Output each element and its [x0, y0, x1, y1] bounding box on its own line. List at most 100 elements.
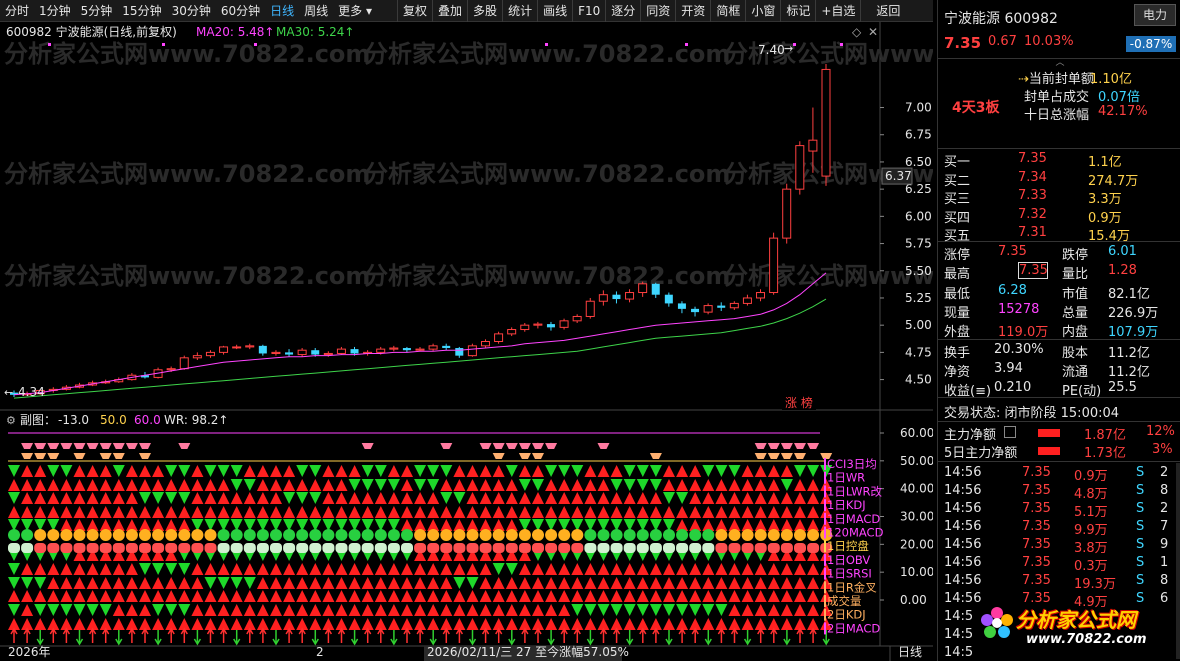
signal-up-triangle: [466, 492, 479, 504]
signal-up-triangle: [414, 577, 427, 589]
tab-period-5[interactable]: 60分钟: [220, 3, 261, 18]
candle-body: [625, 292, 635, 300]
date-info: 2026/02/11/三 27 至今涨幅57.05%: [427, 644, 629, 659]
toolbar-action-4[interactable]: 画线: [543, 3, 568, 18]
signal-up-triangle: [283, 465, 296, 477]
signal-up-triangle: [584, 618, 597, 630]
signal-down-triangle: [715, 604, 728, 616]
signal-up-triangle: [479, 519, 492, 531]
signal-up-triangle: [492, 590, 505, 602]
signal-up-triangle: [518, 590, 531, 602]
signal-up-triangle: [99, 506, 112, 518]
signal-up-triangle: [754, 492, 767, 504]
indicator-label: 1日LWR改: [827, 484, 883, 498]
bull-bear-pill: [597, 543, 610, 553]
sentiment-circle: [21, 529, 34, 541]
signal-up-triangle: [492, 577, 505, 589]
signal-up-triangle: [243, 506, 256, 518]
sentiment-circle: [204, 529, 217, 541]
candle-body: [533, 323, 543, 326]
signal-up-triangle: [453, 604, 466, 616]
signal-up-triangle: [374, 563, 387, 575]
kline-chart[interactable]: 600982 宁波能源(日线,前复权) MA20: 5.48↑ MA30: 5.24…: [0, 22, 1090, 661]
toolbar-action-12[interactable]: +自选: [821, 3, 856, 18]
diamond-signal: [807, 443, 820, 449]
signal-up-triangle: [256, 479, 269, 491]
signal-up-triangle: [401, 590, 413, 602]
sector-badge[interactable]: 电力: [1134, 4, 1176, 26]
toolbar-action-7[interactable]: 同资: [646, 3, 671, 18]
signal-up-triangle: [597, 506, 610, 518]
bull-bear-pill: [374, 543, 387, 553]
signal-up-triangle: [663, 479, 675, 491]
bull-bear-pill: [335, 543, 348, 553]
tab-period-0[interactable]: 分时: [5, 3, 30, 18]
tab-period-6[interactable]: 日线: [270, 3, 295, 18]
tab-period-1[interactable]: 1分钟: [39, 3, 71, 18]
signal-up-triangle: [623, 492, 636, 504]
signal-up-triangle: [34, 465, 47, 477]
signal-up-triangle: [453, 506, 466, 518]
toolbar-separator: [537, 0, 539, 22]
bull-bear-pill: [322, 543, 335, 553]
arrow-signal-head: [743, 638, 752, 646]
signal-down-triangle: [165, 604, 178, 616]
scrollbar[interactable]: [1176, 463, 1180, 659]
toolbar-action-9[interactable]: 简框: [716, 3, 741, 18]
arrow-signal-head: [652, 627, 660, 635]
toolbar-action-6[interactable]: 逐分: [611, 3, 636, 18]
toolbar-separator: [467, 0, 469, 22]
signal-up-triangle: [689, 492, 702, 504]
bid-label: 买二: [944, 173, 971, 189]
tab-period-2[interactable]: 5分钟: [80, 3, 113, 18]
toolbar-action-1[interactable]: 叠加: [438, 3, 463, 18]
bull-bear-pill: [8, 543, 20, 553]
collapse-arrow-icon[interactable]: ︿: [1055, 58, 1065, 68]
toolbar-action-13[interactable]: 返回: [876, 3, 901, 18]
chart-area[interactable]: 600982 宁波能源(日线,前复权) MA20: 5.48↑ MA30: 5.24…: [0, 22, 1090, 661]
quote-label: 跌停: [1062, 248, 1089, 263]
toolbar-action-5[interactable]: F10: [578, 3, 601, 18]
tab-period-3[interactable]: 15分钟: [122, 3, 162, 18]
tab-period-7[interactable]: 周线: [304, 3, 329, 18]
sentiment-circle: [820, 529, 833, 541]
signal-down-triangle: [230, 577, 243, 589]
toolbar-action-10[interactable]: 小窗: [751, 3, 776, 18]
tab-period-8[interactable]: 更多 ▾: [338, 3, 373, 18]
toolbar-action-8[interactable]: 开资: [681, 3, 706, 18]
signal-up-triangle: [479, 465, 492, 477]
signal-up-triangle: [414, 549, 427, 561]
bull-bear-pill: [767, 543, 780, 553]
tick-side: S: [1136, 519, 1145, 534]
signal-up-triangle: [571, 563, 584, 575]
signal-up-triangle: [767, 479, 780, 491]
candle-body: [559, 320, 569, 328]
toolbar-action-0[interactable]: 复权: [403, 3, 428, 18]
sentiment-circle: [676, 529, 689, 541]
candle-body: [389, 347, 399, 350]
toolbar-action-3[interactable]: 统计: [508, 3, 533, 18]
sentiment-circle: [715, 529, 728, 541]
signal-up-triangle: [715, 492, 728, 504]
signal-up-triangle: [256, 563, 269, 575]
toolbar-action-11[interactable]: 标记: [786, 3, 811, 18]
arrow-signal-head: [717, 627, 726, 635]
toolbar-action-2[interactable]: 多股: [473, 3, 498, 18]
tab-period-4[interactable]: 30分钟: [171, 3, 211, 18]
candle-body: [742, 297, 752, 304]
signal-up-triangle: [466, 479, 479, 491]
signal-up-triangle: [689, 465, 702, 477]
signal-down-triangle: [518, 479, 531, 491]
main-flow-menu-icon[interactable]: [1004, 426, 1016, 438]
signal-up-triangle: [125, 549, 138, 561]
signal-up-triangle: [73, 618, 86, 630]
signal-up-triangle: [479, 549, 492, 561]
bull-bear-pill: [34, 543, 47, 553]
signal-down-triangle: [505, 465, 518, 477]
signal-up-triangle: [191, 590, 204, 602]
signal-up-triangle: [34, 492, 47, 504]
bull-bear-pill: [636, 543, 649, 553]
signal-up-triangle: [21, 604, 34, 616]
signal-down-triangle: [794, 465, 806, 477]
signal-up-triangle: [597, 618, 610, 630]
